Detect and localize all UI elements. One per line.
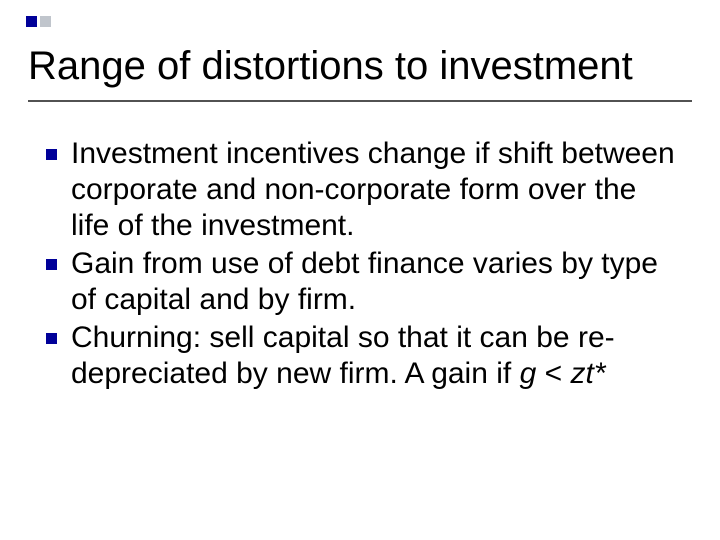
list-item: Churning: sell capital so that it can be… bbox=[46, 320, 680, 392]
variable-zt: zt* bbox=[570, 357, 605, 390]
accent-square-outer bbox=[26, 16, 37, 27]
accent-square-inner bbox=[40, 16, 51, 27]
slide-title: Range of distortions to investment bbox=[28, 44, 692, 88]
bullet-icon bbox=[46, 259, 57, 270]
bullet-text-mid: < bbox=[536, 357, 570, 390]
bullet-icon bbox=[46, 333, 57, 344]
bullet-text: Investment incentives change if shift be… bbox=[71, 136, 680, 244]
slide: Range of distortions to investment Inves… bbox=[0, 0, 720, 540]
list-item: Investment incentives change if shift be… bbox=[46, 136, 680, 244]
bullet-list: Investment incentives change if shift be… bbox=[46, 136, 680, 394]
variable-g: g bbox=[520, 357, 537, 390]
list-item: Gain from use of debt finance varies by … bbox=[46, 246, 680, 318]
accent-squares bbox=[26, 16, 51, 27]
title-underline bbox=[28, 100, 692, 102]
bullet-text: Gain from use of debt finance varies by … bbox=[71, 246, 680, 318]
bullet-icon bbox=[46, 149, 57, 160]
bullet-text: Churning: sell capital so that it can be… bbox=[71, 320, 680, 392]
